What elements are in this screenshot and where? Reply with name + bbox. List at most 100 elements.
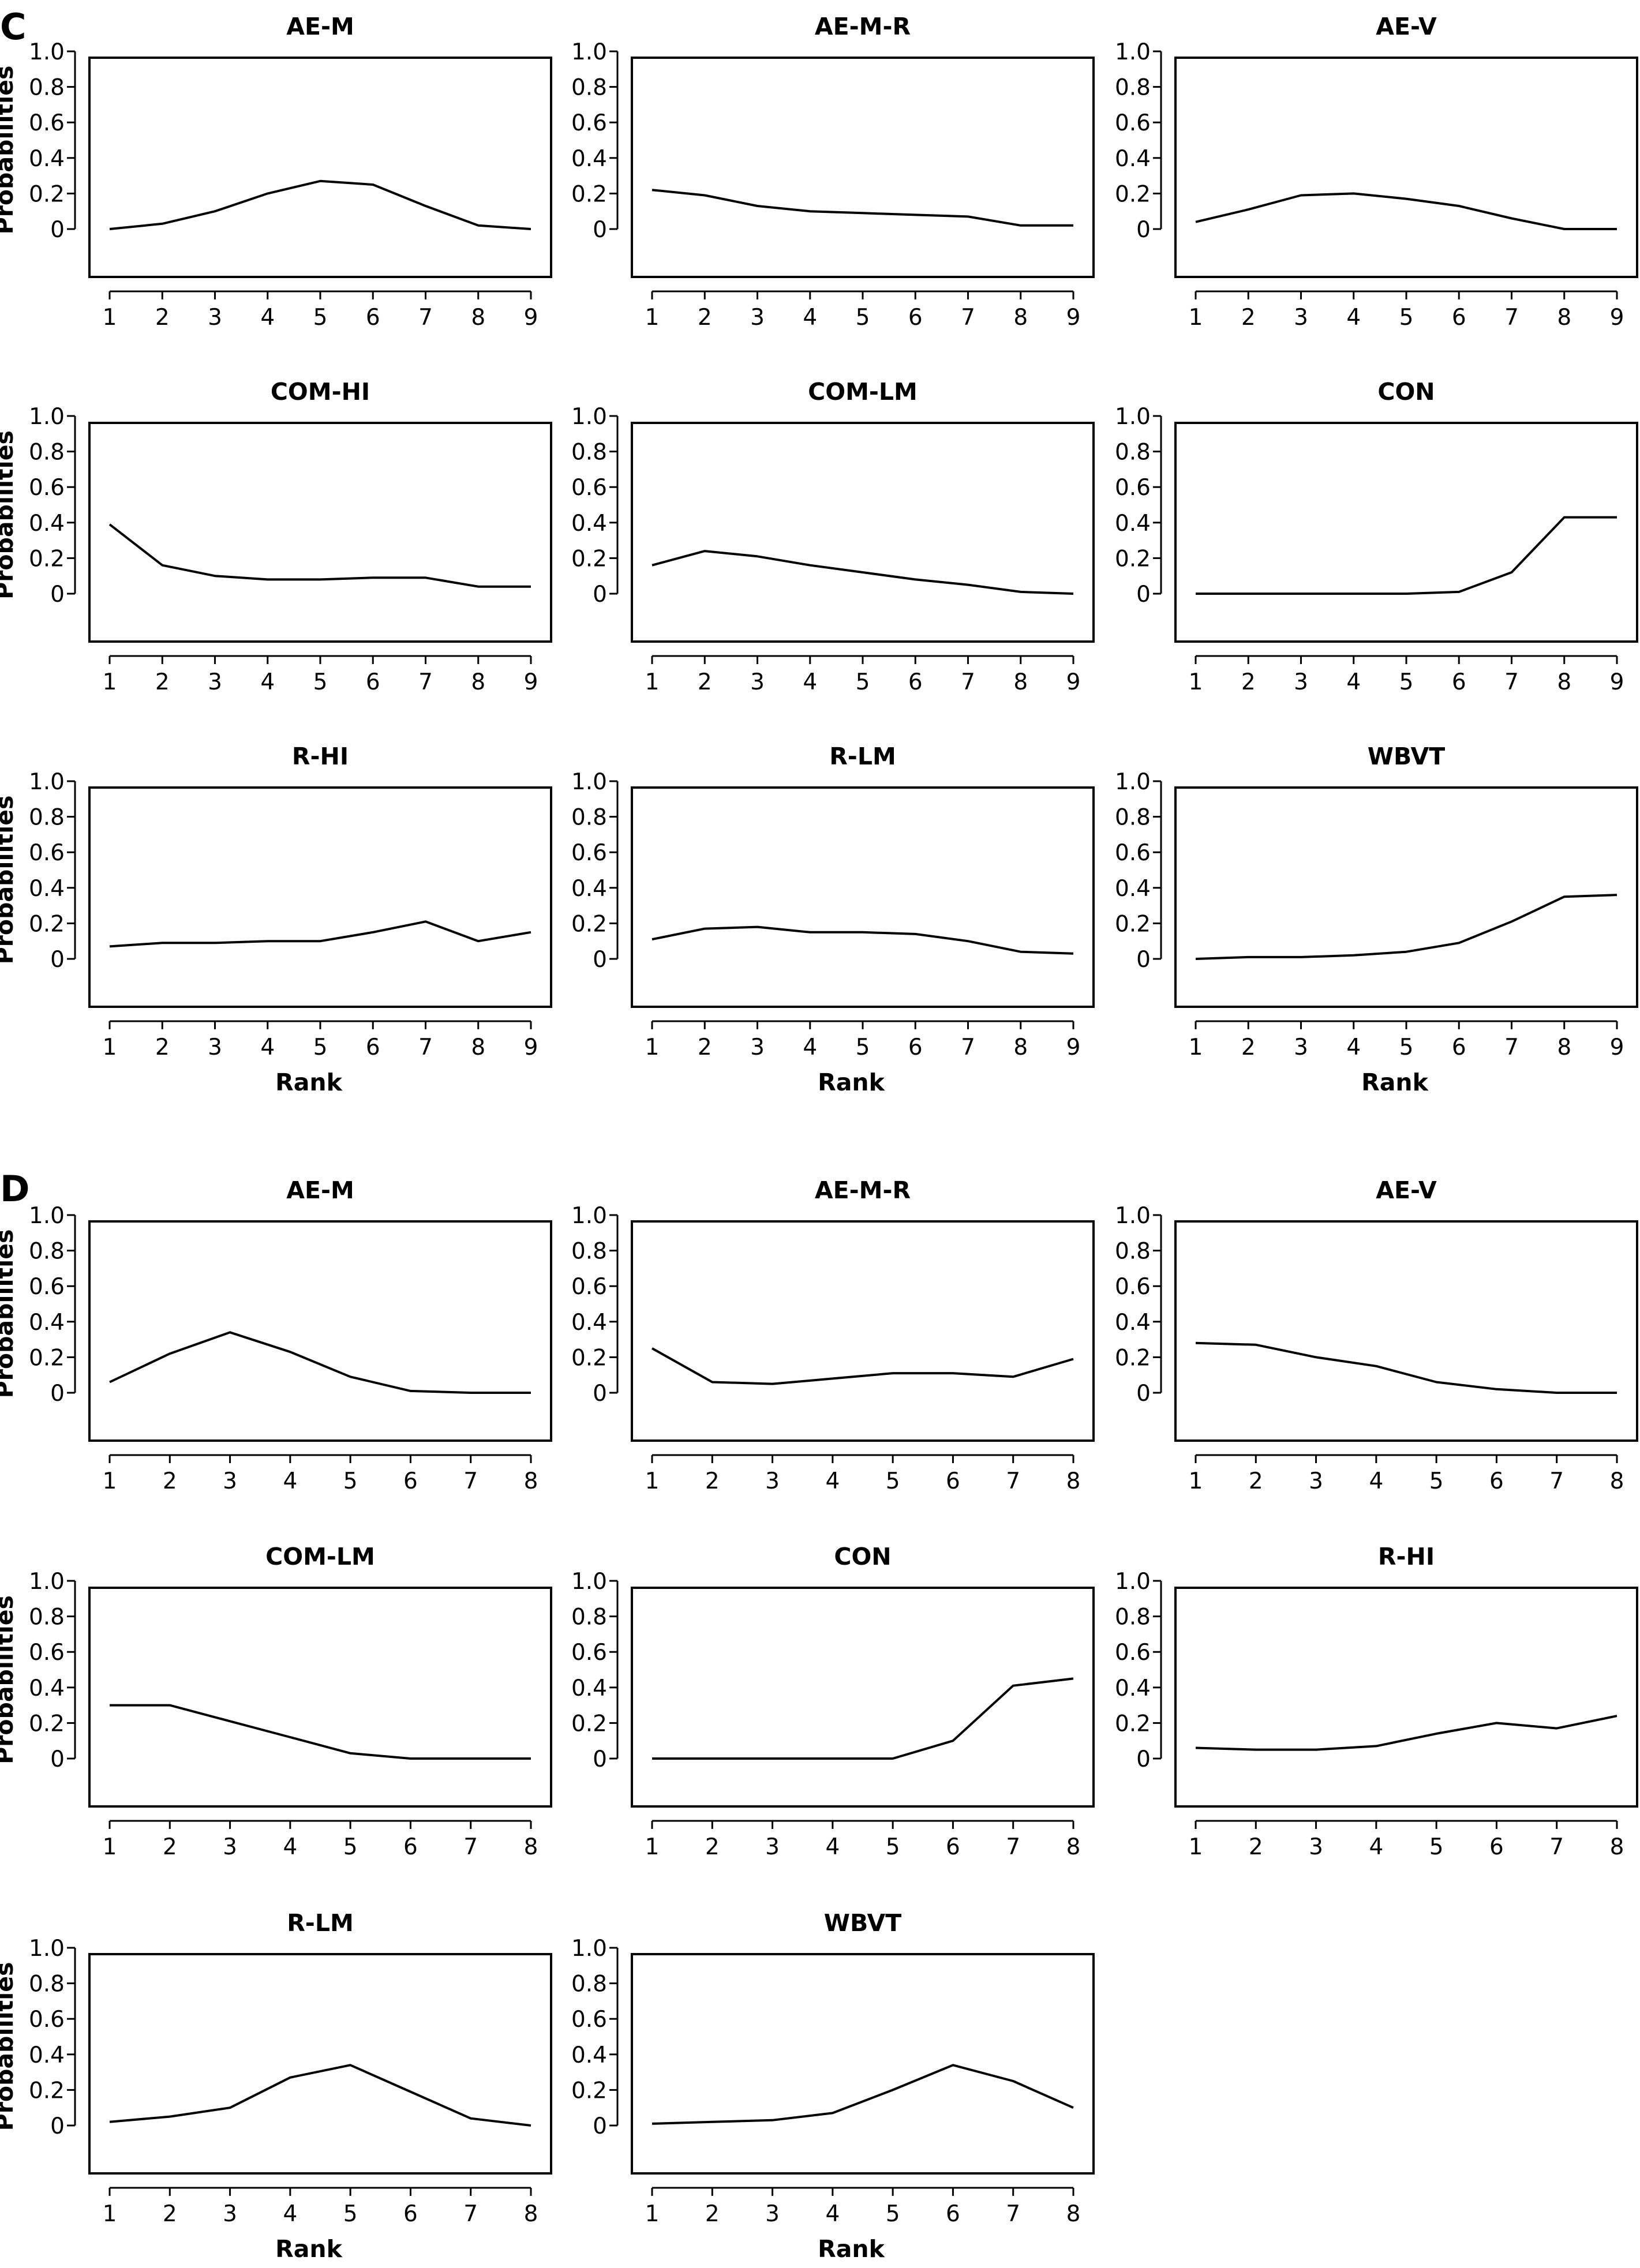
y-tick-label: 0.4 <box>29 511 65 537</box>
plot-frame <box>88 1953 552 2175</box>
x-tick-label: 1 <box>1189 1834 1203 1860</box>
data-point <box>711 1757 713 1760</box>
data-point <box>1353 593 1355 595</box>
y-tick-label: 0.6 <box>571 110 607 136</box>
y-tick-label: 0.4 <box>571 876 607 902</box>
y-tick-label: 0.4 <box>29 1310 65 1336</box>
y-tick-label: 1.0 <box>29 1569 65 1595</box>
subplot-r-lm: R-LM 0 0.2 0.4 0.6 0.8 1.0 1 2 3 4 5 6 7 8 9 Rank <box>571 743 1095 1096</box>
y-tick-label: 0.8 <box>29 1239 65 1265</box>
data-point <box>1511 218 1513 220</box>
data-point <box>319 940 321 942</box>
y-tick-label: 0.8 <box>1115 805 1151 831</box>
panel-d: D AE-M 0 0.2 0.4 0.6 0.8 1.0 1 2 3 4 5 6 7 8 Probabiliti… <box>0 1168 1638 2263</box>
data-point <box>214 210 216 212</box>
data-point <box>530 1757 532 1760</box>
plot-frame <box>88 1220 552 1442</box>
subplot-ae-m-r: AE-M-R 0 0.2 0.4 0.6 0.8 1.0 1 2 3 4 5 6 7 8 9 <box>571 13 1095 331</box>
x-axis-label: Rank <box>275 2235 343 2263</box>
subplot-com-lm: COM-LM 0 0.2 0.4 0.6 0.8 1.0 1 2 3 4 5 6 7 8 Probabilit… <box>0 1543 552 1860</box>
subplot-r-hi: R-HI 0 0.2 0.4 0.6 0.8 1.0 1 2 3 4 5 6 7 8 <box>1115 1543 1638 1860</box>
data-point <box>952 1740 954 1742</box>
data-point <box>530 228 532 230</box>
data-point <box>425 576 427 579</box>
subplot-ae-v: AE-V 0 0.2 0.4 0.6 0.8 1.0 1 2 3 4 5 6 7 8 <box>1115 1176 1638 1494</box>
x-tick-label: 1 <box>103 1034 117 1060</box>
x-tick-label: 6 <box>908 305 923 331</box>
subplot-title: R-LM <box>829 743 896 770</box>
data-point <box>470 1757 472 1760</box>
y-tick-label: 0 <box>1136 217 1151 243</box>
data-point <box>477 224 480 227</box>
y-tick-label: 0.2 <box>29 1711 65 1737</box>
subplot-title: WBVT <box>1368 743 1446 770</box>
data-point <box>1616 1715 1618 1717</box>
y-tick-label: 0.2 <box>1115 181 1151 207</box>
y-axis-label: Probabilities <box>0 796 18 965</box>
plot-frame <box>631 1220 1095 1442</box>
data-point <box>349 2064 351 2066</box>
y-tick-label: 0.4 <box>571 1310 607 1336</box>
data-point <box>651 189 653 191</box>
x-tick-label: 4 <box>825 2201 840 2227</box>
plot-frame <box>88 422 552 643</box>
plot-frame <box>1174 1587 1638 1808</box>
data-point <box>703 194 706 196</box>
subplot-con: CON 0 0.2 0.4 0.6 0.8 1.0 1 2 3 4 5 6 7 8 9 <box>1115 378 1638 695</box>
x-tick-label: 2 <box>1241 669 1256 695</box>
data-point <box>267 578 269 580</box>
x-tick-label: 8 <box>524 2201 538 2227</box>
x-tick-label: 4 <box>1346 669 1361 695</box>
data-point <box>425 205 427 207</box>
y-axis-label: Probabilities <box>0 430 18 599</box>
x-tick-label: 6 <box>908 669 923 695</box>
y-tick-label: 0.4 <box>571 146 607 172</box>
y-tick-label: 0.2 <box>29 546 65 572</box>
y-axis-label: Probabilities <box>0 1595 18 1764</box>
x-tick-label: 5 <box>1399 1034 1414 1060</box>
y-tick-label: 0.2 <box>29 2078 65 2104</box>
y-tick-label: 1.0 <box>1115 404 1151 430</box>
plot-frame <box>88 1587 552 1808</box>
x-tick-label: 9 <box>524 1034 538 1060</box>
data-point <box>1556 1727 1558 1730</box>
data-point <box>772 1757 774 1760</box>
data-point <box>809 210 811 212</box>
subplot-com-hi: COM-HI 0 0.2 0.4 0.6 0.8 1.0 1 2 3 4 5 6 7 8 9 Probabili… <box>0 378 552 695</box>
x-tick-label: 4 <box>1369 1834 1383 1860</box>
data-point <box>108 2121 111 2123</box>
series-line <box>1196 516 1617 595</box>
x-tick-label: 8 <box>1066 2201 1081 2227</box>
data-point <box>1247 208 1249 211</box>
data-point <box>372 183 374 186</box>
x-tick-label: 1 <box>103 305 117 331</box>
x-tick-label: 5 <box>1429 1834 1444 1860</box>
y-tick-label: 0 <box>1136 1381 1151 1407</box>
x-tick-label: 8 <box>1066 1468 1081 1494</box>
x-tick-label: 1 <box>645 1034 660 1060</box>
y-tick-label: 0 <box>593 2113 607 2139</box>
x-tick-label: 6 <box>946 2201 960 2227</box>
data-point <box>914 578 916 580</box>
x-tick-label: 8 <box>1013 669 1028 695</box>
subplot-ae-m: AE-M 0 0.2 0.4 0.6 0.8 1.0 1 2 3 4 5 6 7 8 Probabilitie… <box>0 1176 552 1494</box>
y-tick-label: 0.8 <box>571 1239 607 1265</box>
x-tick-label: 4 <box>825 1834 840 1860</box>
subplot-title: CON <box>1377 378 1435 406</box>
x-tick-label: 7 <box>463 1468 478 1494</box>
x-tick-label: 2 <box>705 1468 720 1494</box>
x-tick-label: 9 <box>1066 1034 1081 1060</box>
x-tick-label: 5 <box>313 1034 328 1060</box>
x-tick-label: 2 <box>698 1034 712 1060</box>
series-line <box>1195 894 1617 960</box>
y-tick-label: 0.4 <box>571 2042 607 2068</box>
y-tick-label: 0.6 <box>29 1640 65 1666</box>
subplot-title: WBVT <box>824 1909 902 1937</box>
data-point <box>108 1704 111 1707</box>
data-point <box>108 945 111 947</box>
x-tick-label: 1 <box>103 1834 117 1860</box>
x-tick-label: 2 <box>1241 305 1256 331</box>
data-point <box>1435 1733 1437 1735</box>
y-tick-label: 0.6 <box>29 2007 65 2033</box>
subplot-title: COM-LM <box>808 378 918 406</box>
